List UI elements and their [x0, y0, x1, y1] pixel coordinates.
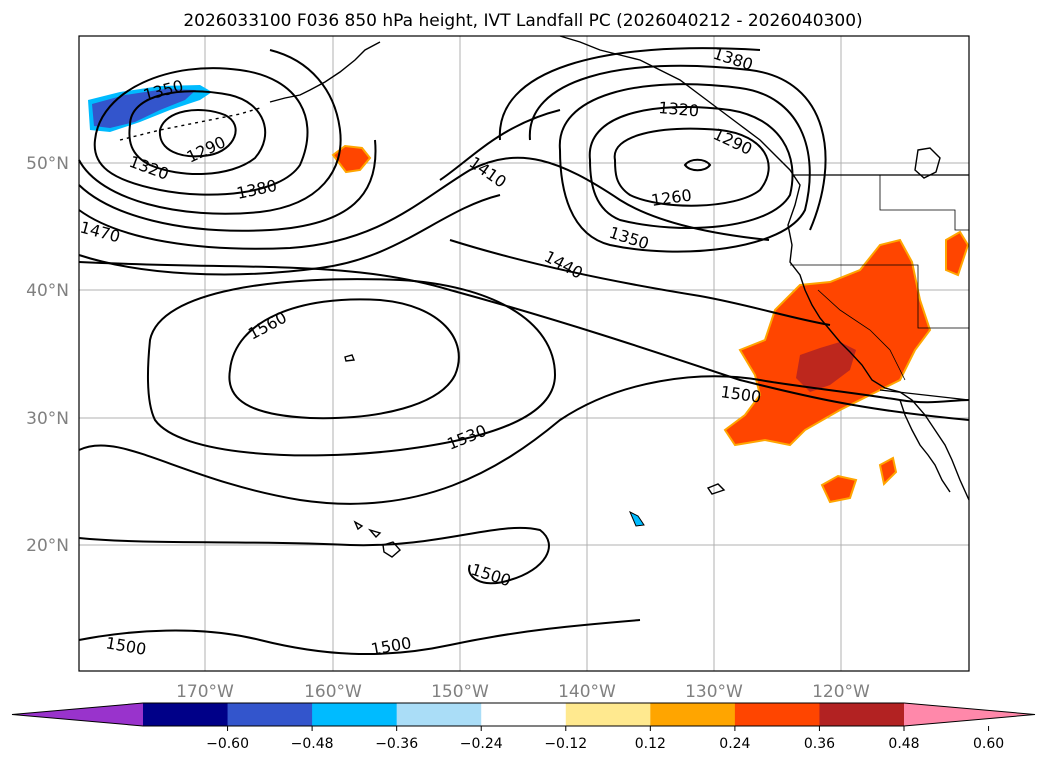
colorbar-segment: [734, 703, 820, 726]
positive-ivt-area-south: [820, 474, 858, 504]
lat-label: 50°N: [26, 154, 69, 174]
colorbar-tick-label: −0.60: [206, 736, 249, 752]
contour-1470: [78, 156, 770, 250]
lat-label: 20°N: [26, 536, 69, 556]
longitude-labels: 170°W 160°W 150°W 140°W 130°W 120°W: [176, 682, 870, 702]
colorbar-segment: [565, 703, 651, 726]
contour-1320-west: [128, 90, 267, 176]
height-contours: [78, 47, 970, 656]
colorbar-outline: [11, 702, 1036, 727]
colorbar-tick-label: 0.36: [804, 736, 835, 752]
colorbar-extend-low: [12, 703, 143, 726]
colorbar-segment: [312, 703, 398, 726]
lon-label: 140°W: [558, 682, 616, 702]
colorbar-tick-label: −0.48: [291, 736, 334, 752]
colorbar-segment: [650, 703, 736, 726]
colorbar-extend-high: [904, 703, 1035, 726]
contour-1410-east: [439, 109, 561, 181]
colorbar-segment: [227, 703, 313, 726]
contour-1260: [613, 127, 770, 207]
lon-label: 120°W: [812, 682, 870, 702]
contour-1350-east: [528, 64, 827, 231]
colorbar-segment: [481, 703, 567, 726]
aleutian-islands: [119, 107, 261, 141]
colorbar: −0.60 −0.48 −0.36 −0.24 −0.12 0.12 0.24 0.36 0.4…: [11, 702, 1036, 752]
positive-ivt-area-pacific: [331, 144, 372, 174]
lon-label: 160°W: [304, 682, 362, 702]
contour-1380-east: [498, 47, 761, 141]
contour-1350-west: [93, 67, 309, 196]
contour-label: 1320: [658, 98, 700, 120]
lat-label: 40°N: [26, 281, 69, 301]
baja-california-coastline: [899, 399, 951, 493]
colorbar-tick-label: 0.24: [719, 736, 750, 752]
lon-label: 170°W: [176, 682, 234, 702]
colorbar-tick-label: −0.12: [544, 736, 587, 752]
colorbar-tick-label: 0.48: [888, 736, 919, 752]
contour-1260-inner: [683, 158, 712, 172]
contour-1500-south: [78, 526, 550, 585]
colorbar-segment: [819, 703, 905, 726]
contour-1500-bottom: [78, 619, 641, 656]
colorbar-tick-label: 0.60: [973, 736, 1004, 752]
contour-1320-east: [558, 83, 811, 253]
latitude-labels: 50°N 40°N 30°N 20°N: [26, 154, 69, 556]
contour-1290: [158, 109, 237, 158]
contour-1410-west: [78, 139, 377, 232]
contour-1530-inner: [147, 278, 557, 457]
positive-ivt-area-mexico: [878, 456, 898, 487]
state-borders-north: [879, 175, 969, 231]
colorbar-segment: [143, 703, 229, 726]
hawaii-island-1: [353, 520, 364, 531]
map-frame: [78, 35, 970, 672]
contour-1500-east: [78, 261, 970, 421]
contour-1290-east: [588, 106, 794, 229]
island-hudson: [914, 147, 941, 179]
lon-label: 130°W: [685, 682, 743, 702]
strong-ivt-core: [796, 342, 856, 392]
contour-1440: [449, 239, 831, 326]
hawaii-island-2: [367, 528, 382, 539]
colorbar-segment: [396, 703, 482, 726]
contour-1560: [228, 298, 460, 420]
negative-ivt-area-small: [629, 510, 645, 527]
colorbar-tick-label: −0.36: [375, 736, 418, 752]
lat-label: 30°N: [26, 409, 69, 429]
state-borders-west: [790, 264, 969, 329]
contour-1500-north: [78, 194, 501, 276]
small-island-1: [344, 354, 355, 362]
contour-1530: [78, 375, 970, 505]
colorbar-tick-label: −0.24: [460, 736, 503, 752]
alaska-aleutians: [269, 41, 381, 103]
map-title: 2026033100 F036 850 hPa height, IVT Land…: [183, 11, 862, 31]
california-nevada-border: [817, 289, 906, 381]
lon-label: 150°W: [431, 682, 489, 702]
us-mexico-border: [879, 389, 970, 401]
positive-ivt-area-interior: [945, 230, 970, 277]
coastlines: [119, 35, 970, 558]
small-island-2: [706, 483, 726, 495]
contour-1380-west: [78, 49, 342, 215]
positive-ivt-area-california: [723, 238, 932, 447]
hawaii-island-big: [382, 541, 401, 558]
colorbar-tick-label: 0.12: [635, 736, 666, 752]
